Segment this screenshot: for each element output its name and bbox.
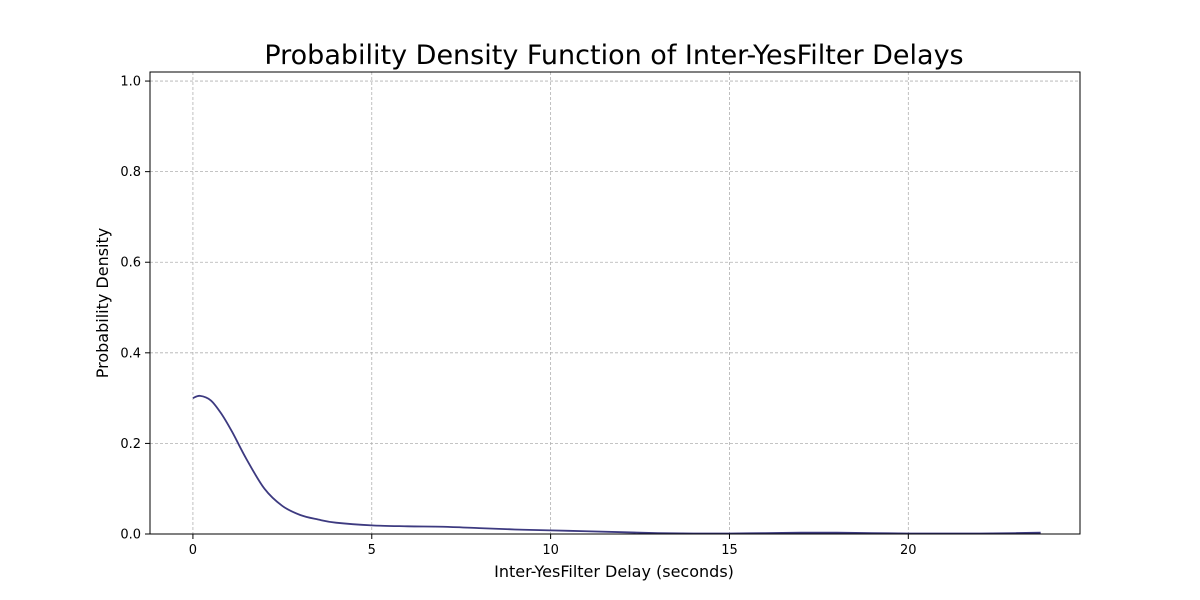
- y-tick-label: 1.0: [120, 75, 141, 90]
- y-tick-label: 0.8: [120, 165, 141, 180]
- y-tick-label: 0.2: [120, 437, 141, 452]
- x-tick-label: 0: [189, 543, 197, 558]
- y-tick-label: 0.0: [120, 528, 141, 543]
- series-layer: [192, 394, 1041, 535]
- x-tick-label: 20: [900, 543, 917, 558]
- plot-frame: [149, 71, 1081, 535]
- density-curve: [192, 394, 1041, 535]
- x-tick-label: 10: [542, 543, 559, 558]
- x-tick-label: 15: [721, 543, 738, 558]
- x-axis-label: Inter-YesFilter Delay (seconds): [494, 562, 734, 581]
- grid-layer: [150, 72, 1080, 535]
- x-tick-label: 5: [368, 543, 376, 558]
- y-tick-label: 0.4: [120, 346, 141, 361]
- y-tick-label: 0.6: [120, 256, 141, 271]
- x-axis: 0 5 10 15 20: [189, 534, 917, 558]
- y-axis-label: Probability Density: [93, 228, 112, 379]
- y-axis: 0.0 0.2 0.4 0.6 0.8 1.0: [120, 75, 150, 543]
- chart-title: Probability Density Function of Inter-Ye…: [264, 40, 963, 71]
